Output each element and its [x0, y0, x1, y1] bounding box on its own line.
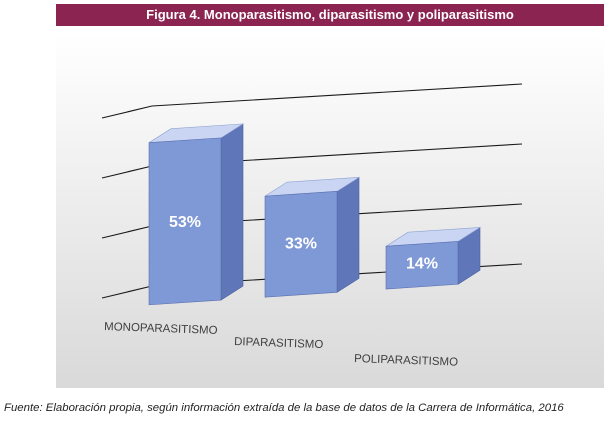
bars: [148, 123, 481, 306]
bar-chart: 53% 33% 14% MONOPARASITISMO DIPARASITISMO PO…: [56, 34, 604, 388]
data-labels: 53% 33% 14%: [169, 214, 438, 272]
data-label-3: 14%: [406, 256, 438, 273]
category-labels: MONOPARASITISMO DIPARASITISMO POLIPARASITI…: [104, 321, 458, 369]
bar-side-face: [336, 176, 360, 293]
bar-poliparasitismo: [385, 226, 481, 290]
chart-area: 53% 33% 14% MONOPARASITISMO DIPARASITISMO PO…: [56, 34, 604, 388]
bar-diparasitismo: [264, 176, 360, 298]
category-label-3: POLIPARASITISMO: [354, 353, 458, 369]
bar-front-face: [148, 137, 222, 306]
figure-title: Figura 4. Monoparasitismo, diparasitismo…: [56, 4, 604, 26]
bar-front-face: [264, 191, 338, 298]
bar-monoparasitismo: [148, 123, 244, 306]
category-label-2: DIPARASITISMO: [234, 336, 324, 351]
data-label-1: 53%: [169, 214, 201, 231]
bar-side-face: [220, 123, 244, 301]
bar-front-face: [385, 241, 459, 290]
source-note: Fuente: Elaboración propia, según inform…: [4, 402, 564, 414]
data-label-2: 33%: [285, 236, 317, 253]
category-label-1: MONOPARASITISMO: [104, 321, 218, 337]
gridline-60: [101, 83, 523, 119]
